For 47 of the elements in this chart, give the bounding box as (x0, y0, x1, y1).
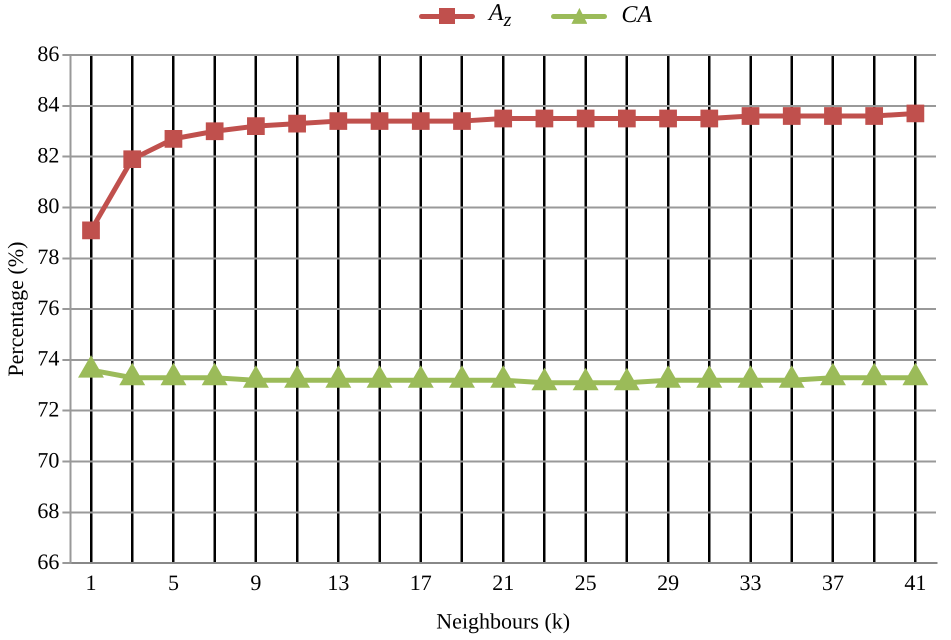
point (247, 117, 265, 136)
point (329, 112, 348, 130)
x-tick-label: 29 (657, 570, 680, 596)
y-tick-label: 84 (37, 92, 60, 117)
y-tick-label: 74 (37, 346, 60, 371)
x-tick-label: 21 (492, 570, 514, 596)
y-tick-label: 80 (37, 193, 60, 218)
y-tick-label: 82 (37, 142, 60, 168)
point (536, 110, 554, 128)
point (164, 130, 182, 148)
legend-label: CA (621, 2, 652, 30)
point (618, 110, 636, 128)
point (494, 110, 512, 128)
point (206, 122, 224, 140)
point (782, 107, 801, 125)
y-tick-label: 72 (37, 396, 60, 422)
legend-label: A$_{z}$ (488, 0, 512, 32)
x-tick-label: 13 (327, 570, 350, 596)
x-tick-label: 41 (904, 570, 926, 596)
x-tick-label: 17 (410, 570, 432, 596)
point (453, 112, 471, 130)
point (370, 112, 388, 130)
point (123, 150, 142, 168)
point (906, 104, 924, 122)
point (412, 112, 430, 130)
point (742, 107, 760, 125)
point (82, 221, 100, 240)
y-tick-label: 70 (37, 447, 60, 472)
point (288, 114, 306, 132)
point (865, 107, 884, 125)
x-tick-label: 25 (574, 570, 597, 596)
point (700, 110, 718, 128)
point (659, 110, 677, 128)
point (824, 107, 842, 125)
y-tick-label: 78 (37, 244, 60, 270)
y-tick-label: 66 (37, 548, 60, 574)
x-tick-label: 33 (740, 570, 762, 596)
x-axis-title: Neighbours (k) (436, 608, 570, 634)
y-tick-label: 68 (37, 498, 60, 524)
point (576, 110, 594, 128)
x-tick-label: 5 (168, 570, 179, 596)
y-axis-title: Percentage (%) (2, 242, 28, 377)
y-tick-label: 76 (37, 294, 60, 320)
y-tick-label: 86 (37, 40, 60, 66)
x-tick-label: 1 (86, 570, 97, 596)
x-tick-label: 37 (822, 570, 844, 596)
x-tick-label: 9 (250, 570, 262, 596)
